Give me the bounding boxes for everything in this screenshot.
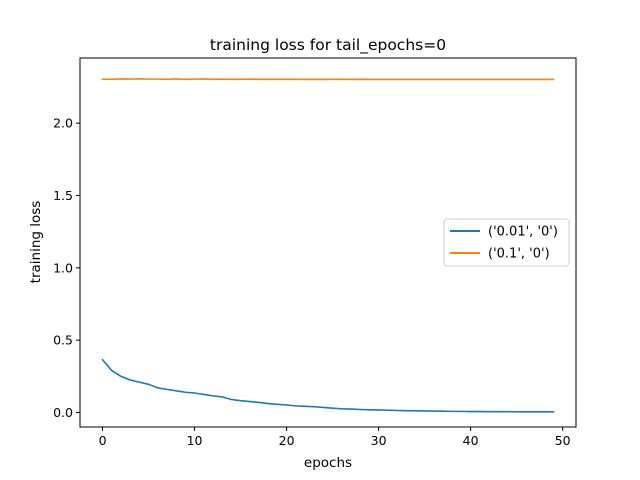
y-tick-label: 1.0: [53, 260, 73, 275]
x-tick-label: 0: [99, 433, 107, 448]
x-axis: 0 10 20 30 40 50: [99, 427, 571, 448]
legend-label-series-2: ('0.1', '0'): [488, 247, 550, 262]
series-line-2: [101, 78, 555, 81]
y-axis: 0.0 0.5 1.0 1.5 2.0: [53, 116, 80, 420]
x-axis-title: epochs: [304, 455, 352, 471]
x-tick-label: 40: [463, 433, 479, 448]
x-tick-label: 20: [279, 433, 295, 448]
plot-area-frame: [79, 57, 577, 428]
chart-title: training loss for tail_epochs=0: [210, 36, 446, 55]
series-line-1: [101, 358, 555, 413]
legend: ('0.01', '0') ('0.1', '0'): [443, 218, 570, 267]
y-tick-label: 2.0: [53, 116, 73, 131]
y-axis-title: training loss: [28, 201, 44, 284]
legend-label-series-1: ('0.01', '0'): [488, 225, 558, 240]
series-layer: [101, 78, 555, 413]
x-tick-label: 50: [555, 433, 571, 448]
x-tick-label: 30: [371, 433, 387, 448]
y-tick-label: 1.5: [53, 188, 73, 203]
y-tick-label: 0.0: [53, 405, 73, 420]
x-tick-label: 10: [187, 433, 203, 448]
y-tick-label: 0.5: [53, 333, 73, 348]
